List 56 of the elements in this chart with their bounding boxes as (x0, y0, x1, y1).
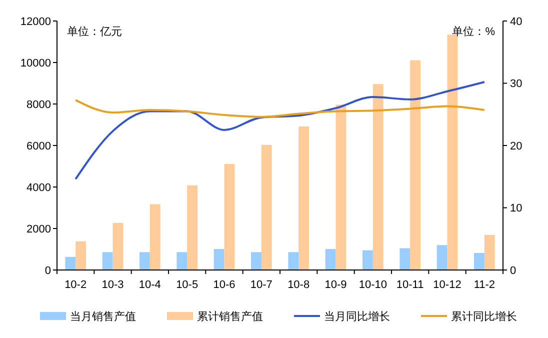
x-tick-label: 10-8 (288, 279, 310, 291)
bar (187, 185, 198, 270)
bar (484, 234, 495, 270)
bar (251, 252, 262, 270)
bar (102, 252, 113, 270)
y-tick-label: 10000 (20, 57, 51, 70)
bar (447, 34, 458, 270)
x-tick-label: 10-6 (213, 279, 236, 291)
y2-tick-label: 10 (510, 202, 522, 215)
bar (288, 252, 299, 270)
bar (261, 144, 272, 270)
x-tick-label: 11-2 (474, 279, 496, 291)
x-tick-label: 10-2 (64, 279, 87, 291)
bar (150, 204, 160, 270)
bar (140, 252, 150, 270)
x-tick-label: 10-5 (176, 279, 198, 291)
bar (436, 245, 448, 270)
legend-label: 当月同比增长 (324, 310, 390, 323)
line-series (74, 99, 486, 118)
bar (336, 104, 346, 270)
bar (400, 248, 410, 270)
line-series (74, 81, 486, 180)
bar (298, 126, 309, 270)
y2-tick-label: 40 (510, 16, 522, 28)
x-tick-label: 10-7 (250, 279, 272, 291)
x-tick-label: 10-12 (433, 279, 462, 291)
y2-tick-label: 30 (510, 78, 522, 90)
bar (214, 249, 224, 270)
x-tick-label: 10-10 (358, 279, 387, 291)
bar (112, 222, 124, 270)
bar (224, 164, 235, 270)
bar (474, 252, 484, 270)
y2-tick-label: 20 (510, 140, 522, 152)
legend-label: 累计同比增长 (451, 310, 517, 323)
y2-tick-label: 0 (510, 264, 516, 277)
annotation: 单位：亿元 (67, 25, 122, 38)
bar (76, 241, 86, 270)
x-tick-label: 10-3 (102, 279, 124, 291)
x-tick-label: 10-11 (396, 279, 424, 291)
legend-label: 累计销售产值 (197, 310, 263, 323)
bar (362, 250, 373, 270)
bar (65, 256, 76, 270)
bar (410, 60, 420, 270)
legend-label: 当月销售产值 (70, 310, 136, 323)
bar (372, 84, 384, 270)
x-tick-label: 10-4 (138, 279, 161, 291)
annotation: 单位：% (452, 25, 496, 38)
bar (176, 252, 188, 270)
y-tick-label: 0 (44, 264, 51, 277)
bar (325, 249, 336, 270)
y-tick-label: 2000 (26, 223, 51, 236)
y-tick-label: 12000 (20, 16, 51, 28)
y-tick-label: 4000 (26, 182, 51, 194)
y-tick-label: 6000 (26, 140, 51, 152)
x-tick-label: 10-9 (324, 279, 347, 291)
y-tick-label: 8000 (26, 98, 51, 111)
